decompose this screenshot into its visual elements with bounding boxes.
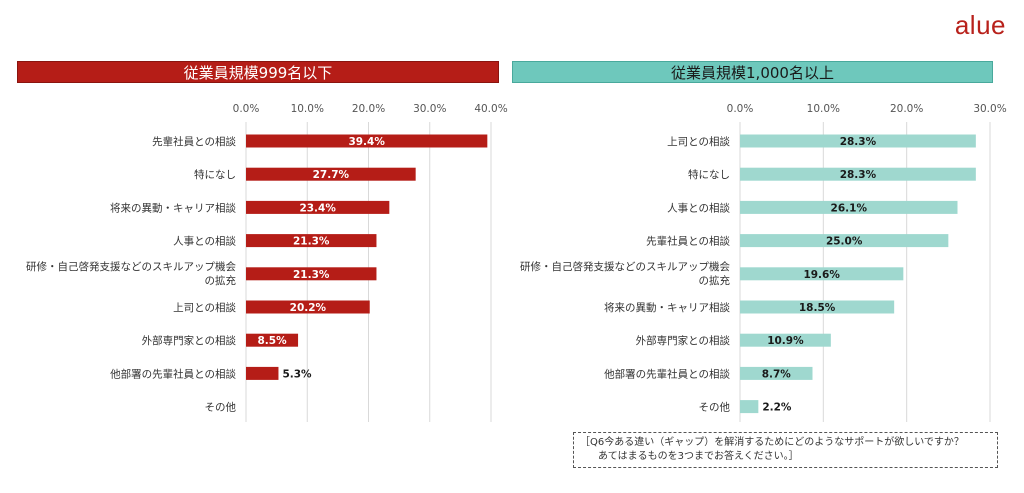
left-category-label-line: 研修・自己啓発支援などのスキルアップ機会	[26, 260, 236, 273]
left-value-label: 5.3%	[282, 368, 312, 380]
right-bar	[740, 400, 759, 414]
left-value-label: 20.2%	[290, 302, 327, 314]
left-value-label: 21.3%	[293, 236, 330, 248]
right-bar-chart: 0.0% 10.0% 20.0% 30.0% 上司との相談 28.3% 特になし 28.3% 人…	[520, 103, 1007, 422]
note-line-1: ［Q6今ある違い（ギャップ）を解消するためにどのようなサポートが欲しいですか？	[580, 437, 964, 448]
left-category-label: 外部専門家との相談	[142, 334, 237, 347]
left-category-label-line: の拡充	[205, 274, 237, 287]
left-category-label: 将来の異動・キャリア相談	[110, 201, 236, 214]
left-category-label: 人事との相談	[173, 235, 236, 248]
left-bar-chart: 0.0% 10.0% 20.0% 30.0% 40.0% 先輩社員との相談 39.4% 特にな…	[26, 103, 508, 422]
left-tick-label: 10.0%	[291, 103, 324, 115]
right-value-label: 10.9%	[767, 335, 804, 347]
right-category-label: 特になし	[688, 169, 730, 181]
brand-logo: alue	[954, 10, 1006, 40]
left-category-label: 上司との相談	[173, 301, 236, 314]
left-value-label: 39.4%	[348, 136, 385, 148]
right-category-label: 他部署の先輩社員との相談	[604, 367, 730, 380]
left-category-label: 特になし	[194, 169, 236, 181]
left-tick-label: 30.0%	[413, 103, 446, 115]
right-value-label: 25.0%	[826, 236, 863, 248]
right-category-label-line: 研修・自己啓発支援などのスキルアップ機会	[520, 260, 730, 273]
right-value-label: 26.1%	[831, 202, 868, 214]
right-tick-label: 30.0%	[973, 103, 1006, 115]
left-bar	[246, 300, 370, 314]
right-category-label: 将来の異動・キャリア相談	[604, 301, 730, 314]
right-value-label: 28.3%	[840, 136, 877, 148]
right-category-label: その他	[699, 401, 731, 414]
survey-question-note: ［Q6今ある違い（ギャップ）を解消するためにどのようなサポートが欲しいですか？ …	[573, 432, 998, 468]
left-bar	[246, 267, 377, 281]
left-tick-label: 20.0%	[352, 103, 385, 115]
right-category-label: 先輩社員との相談	[646, 235, 730, 248]
left-value-label: 23.4%	[299, 202, 336, 214]
right-category-label: 人事との相談	[667, 201, 730, 214]
right-value-label: 8.7%	[762, 368, 792, 380]
left-value-label: 27.7%	[313, 169, 350, 181]
right-bar	[740, 333, 831, 347]
right-category-label: 上司との相談	[667, 135, 730, 148]
bar-charts: 0.0% 10.0% 20.0% 30.0% 40.0% 先輩社員との相談 39.4% 特にな…	[26, 103, 1007, 422]
right-value-label: 18.5%	[799, 302, 836, 314]
left-category-label: 先輩社員との相談	[152, 135, 236, 148]
right-bar	[740, 234, 949, 248]
left-chart-title: 従業員規模999名以下	[17, 61, 499, 83]
left-bar	[246, 366, 279, 380]
left-tick-label: 40.0%	[474, 103, 507, 115]
right-tick-label: 0.0%	[727, 103, 754, 115]
right-bar	[740, 167, 976, 181]
left-value-label: 21.3%	[293, 269, 330, 281]
right-value-label: 28.3%	[840, 169, 877, 181]
left-value-label: 8.5%	[257, 335, 287, 347]
left-bar	[246, 234, 377, 248]
right-bar	[740, 134, 976, 148]
right-category-label-line: の拡充	[699, 274, 731, 287]
left-bar	[246, 200, 390, 214]
right-tick-label: 10.0%	[807, 103, 840, 115]
right-bar	[740, 300, 895, 314]
note-line-2: あてはまるものを3つまでお答えください。］	[598, 451, 799, 462]
right-tick-label: 20.0%	[890, 103, 923, 115]
left-tick-label: 0.0%	[233, 103, 260, 115]
left-category-label: 研修・自己啓発支援などのスキルアップ機会の拡充	[26, 260, 236, 287]
left-category-label: その他	[205, 401, 237, 414]
left-bar	[246, 333, 299, 347]
right-category-label: 外部専門家との相談	[636, 334, 731, 347]
right-category-label: 研修・自己啓発支援などのスキルアップ機会の拡充	[520, 260, 730, 287]
right-bar	[740, 267, 904, 281]
left-category-label: 他部署の先輩社員との相談	[110, 367, 236, 380]
right-value-label: 19.6%	[803, 269, 840, 281]
right-bar	[740, 200, 958, 214]
right-value-label: 2.2%	[762, 402, 792, 414]
left-bar	[246, 167, 416, 181]
right-bar	[740, 366, 813, 380]
right-chart-title: 従業員規模1,000名以上	[512, 61, 993, 83]
left-bar	[246, 134, 488, 148]
